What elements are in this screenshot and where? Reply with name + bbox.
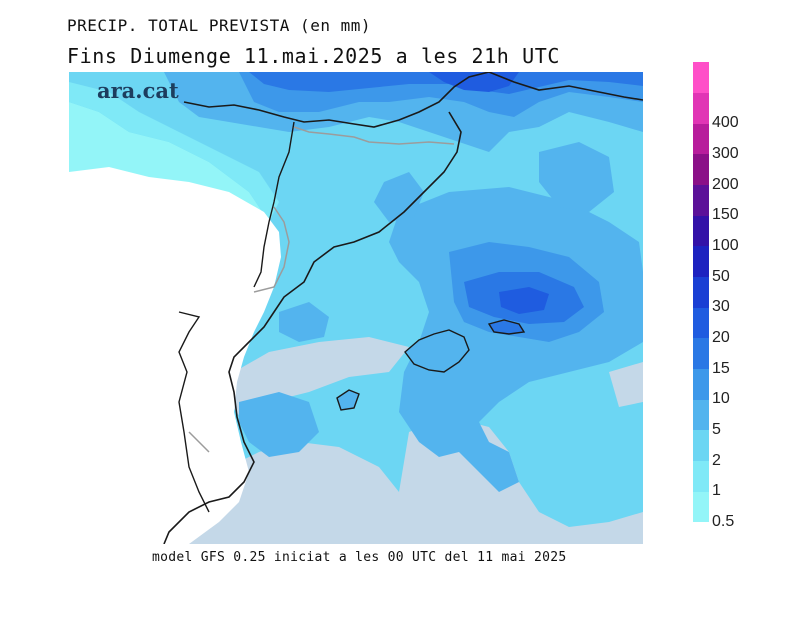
menorca-island [487, 319, 526, 335]
legend-label: 1 [712, 482, 721, 500]
precip-field-5mm-catalonia [374, 172, 424, 222]
legend-label: 2 [712, 451, 721, 469]
map-title: PRECIP. TOTAL PREVISTA (en mm) [67, 16, 371, 35]
legend-swatch [693, 123, 709, 155]
precipitation-map [69, 72, 643, 544]
precip-field-15mm-north [249, 72, 643, 94]
legend-swatch [693, 399, 709, 431]
ibiza-island [336, 389, 360, 411]
legend-label: 100 [712, 237, 739, 254]
legend-swatch [693, 491, 709, 523]
model-note: model GFS 0.25 iniciat a les 00 UTC del … [152, 550, 567, 565]
aracat-logo: ara.cat [97, 78, 179, 103]
legend-label: 15 [712, 359, 730, 377]
legend-label: 0.5 [712, 513, 735, 530]
legend-swatch [693, 184, 709, 216]
legend-label: 10 [712, 390, 730, 408]
legend-label: 300 [712, 145, 739, 162]
mallorca-island [404, 329, 470, 373]
region-border [188, 126, 455, 453]
legend-label: 400 [712, 114, 739, 132]
legend-swatch [693, 307, 709, 339]
precip-field-5mm-delta [279, 302, 329, 342]
legend-label: 200 [712, 175, 739, 193]
legend-colorbar [693, 62, 709, 523]
legend-swatch [693, 430, 709, 462]
legend-swatch [693, 368, 709, 400]
map-subtitle: Fins Diumenge 11.mai.2025 a les 21h UTC [67, 44, 560, 68]
legend-label: 30 [712, 298, 730, 316]
legend-label: 50 [712, 267, 730, 285]
dry-land-area [69, 167, 281, 544]
coastline [163, 72, 643, 544]
legend-swatch [693, 215, 709, 247]
legend-swatch [693, 276, 709, 308]
border-line [178, 121, 295, 513]
precip-field-5mm-southwest [239, 392, 319, 457]
legend-swatch [693, 460, 709, 492]
precip-field-5mm-northeast [539, 142, 614, 212]
dry-sea-area-east [609, 362, 643, 407]
legend-swatch [693, 154, 709, 186]
legend-swatch [693, 246, 709, 278]
legend-label: 150 [712, 206, 739, 224]
precip-field-1mm-west [69, 82, 279, 222]
legend-swatch [693, 92, 709, 124]
legend-label: 5 [712, 421, 721, 438]
legend-swatch [693, 338, 709, 370]
legend-label: 20 [712, 329, 730, 346]
precip-field-20mm-center [499, 287, 549, 314]
legend-swatch [693, 62, 709, 94]
precip-field-20mm-north [429, 72, 519, 92]
